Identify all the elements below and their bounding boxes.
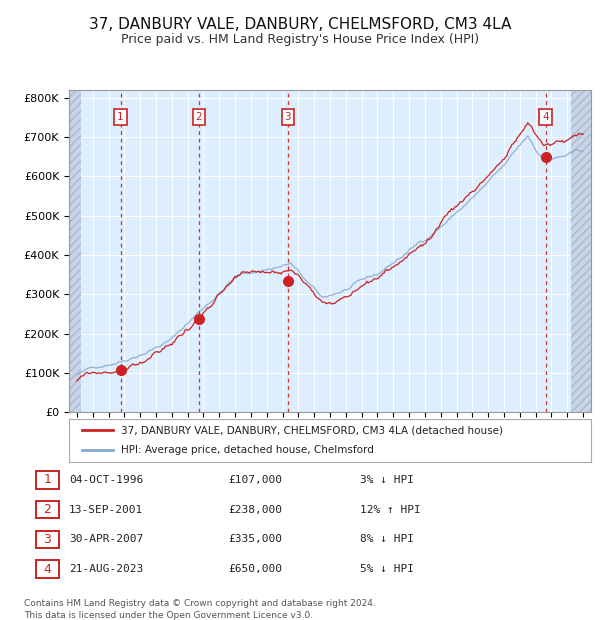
Text: £335,000: £335,000 [228,534,282,544]
Bar [69,90,81,412]
Text: 1: 1 [43,474,52,486]
Text: 30-APR-2007: 30-APR-2007 [69,534,143,544]
Text: 8% ↓ HPI: 8% ↓ HPI [360,534,414,544]
Text: 37, DANBURY VALE, DANBURY, CHELMSFORD, CM3 4LA (detached house): 37, DANBURY VALE, DANBURY, CHELMSFORD, C… [121,425,503,435]
Text: Contains HM Land Registry data © Crown copyright and database right 2024.
This d: Contains HM Land Registry data © Crown c… [24,599,376,620]
Text: £238,000: £238,000 [228,505,282,515]
Text: 5% ↓ HPI: 5% ↓ HPI [360,564,414,574]
Text: £650,000: £650,000 [228,564,282,574]
Text: 1: 1 [117,112,124,122]
Text: 04-OCT-1996: 04-OCT-1996 [69,475,143,485]
Text: 4: 4 [542,112,549,122]
Text: 12% ↑ HPI: 12% ↑ HPI [360,505,421,515]
Text: 3: 3 [43,533,52,546]
Text: Price paid vs. HM Land Registry's House Price Index (HPI): Price paid vs. HM Land Registry's House … [121,33,479,46]
Bar [571,90,591,412]
Text: 13-SEP-2001: 13-SEP-2001 [69,505,143,515]
Text: 2: 2 [196,112,202,122]
Text: £107,000: £107,000 [228,475,282,485]
Text: 4: 4 [43,563,52,575]
Text: 37, DANBURY VALE, DANBURY, CHELMSFORD, CM3 4LA: 37, DANBURY VALE, DANBURY, CHELMSFORD, C… [89,17,511,32]
Text: 21-AUG-2023: 21-AUG-2023 [69,564,143,574]
Text: 3: 3 [284,112,291,122]
Text: HPI: Average price, detached house, Chelmsford: HPI: Average price, detached house, Chel… [121,445,374,455]
Text: 3% ↓ HPI: 3% ↓ HPI [360,475,414,485]
Text: 2: 2 [43,503,52,516]
